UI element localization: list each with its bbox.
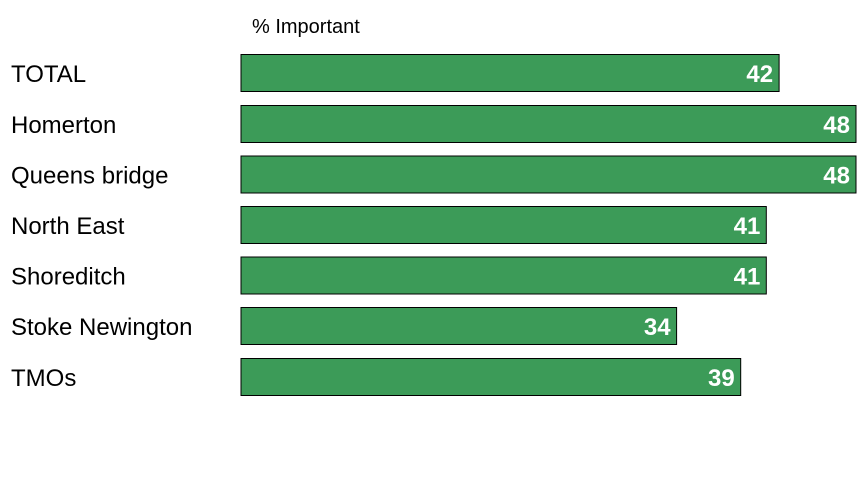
bar-queens-bridge — [240, 155, 857, 194]
category-label: Shoreditch — [11, 264, 126, 291]
value-label: 48 — [823, 163, 850, 190]
category-label: Queens bridge — [11, 163, 168, 190]
value-label: 41 — [734, 264, 761, 291]
category-label: TOTAL — [11, 61, 86, 88]
value-label: 39 — [708, 365, 735, 392]
value-label: 41 — [734, 213, 761, 240]
value-label: 42 — [746, 61, 773, 88]
value-label: 48 — [823, 112, 850, 139]
bar-shoreditch — [240, 256, 767, 295]
value-label: 34 — [644, 314, 671, 341]
bar-north-east — [240, 206, 767, 244]
bar-homerton — [240, 105, 857, 143]
category-label: TMOs — [11, 365, 76, 392]
category-label: Stoke Newington — [11, 314, 192, 341]
chart-header: % Important — [252, 16, 360, 38]
bars-group: TOTAL 42 Homerton 48 Queens bridge 48 North Ea… — [11, 54, 857, 396]
category-label: Homerton — [11, 112, 116, 139]
category-label: North East — [11, 213, 125, 240]
bar-total — [240, 54, 780, 92]
bar-tmos — [240, 358, 742, 396]
bar-stoke-newington — [240, 307, 678, 345]
